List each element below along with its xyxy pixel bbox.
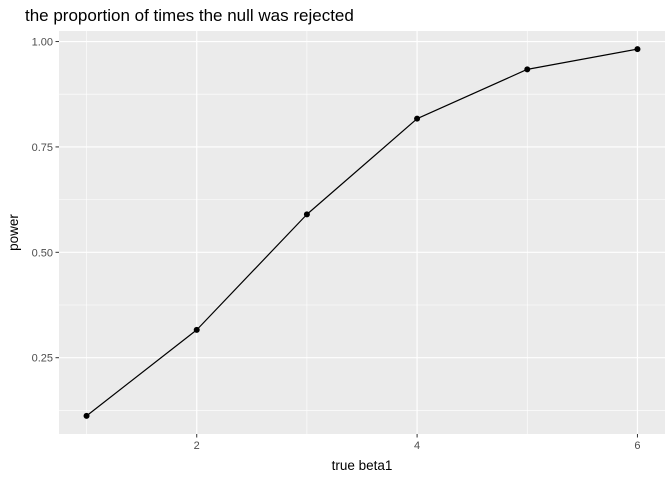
y-tick-label: 0.75 <box>32 142 53 154</box>
data-point <box>524 66 531 73</box>
y-tick-label: 0.50 <box>32 247 53 259</box>
major-gridlines <box>59 31 665 434</box>
data-point <box>414 115 421 122</box>
y-tick-label: 0.25 <box>32 353 53 365</box>
series-points <box>83 46 641 419</box>
data-point <box>193 326 200 333</box>
series-line <box>86 48 638 417</box>
chart-title: the proportion of times the null was rej… <box>25 6 354 25</box>
y-tick-label: 1.00 <box>32 37 53 49</box>
plot-panel <box>59 31 665 434</box>
data-point <box>83 412 90 419</box>
y-axis-title: power <box>6 214 21 251</box>
x-tick-label: 4 <box>414 440 420 452</box>
y-axis: 0.25 0.50 0.75 1.00 <box>32 37 59 365</box>
minor-gridlines <box>59 31 665 434</box>
x-tick-label: 2 <box>194 440 200 452</box>
data-point <box>303 211 310 218</box>
x-axis-title: true beta1 <box>332 458 393 473</box>
data-point <box>634 46 641 53</box>
x-tick-label: 6 <box>634 440 640 452</box>
series-lines <box>86 48 638 417</box>
x-axis: 2 4 6 <box>194 434 641 452</box>
